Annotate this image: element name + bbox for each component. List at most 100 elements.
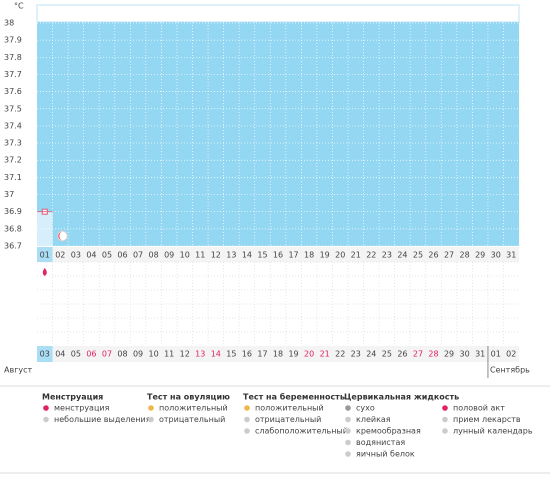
y-tick-label: 37.8 [4,53,22,62]
date-label: 23 [382,251,392,260]
date-label: 13 [226,251,236,260]
legend-icon [345,439,351,446]
legend-item: кремообразная [356,427,421,436]
cycle-date: 07 [102,350,112,359]
y-tick-label: 37.1 [4,173,22,182]
today-box [37,346,53,362]
y-tick-label: 37.4 [4,121,22,130]
y-tick-label: 37.9 [4,36,22,45]
cycle-date: 01 [491,350,501,359]
cycle-date: 10 [149,350,159,359]
date-label: 31 [506,251,516,260]
y-tick-label: 36.8 [4,224,22,233]
cycle-date: 13 [195,350,205,359]
date-label: 09 [164,251,174,260]
date-label: 19 [320,251,330,260]
cycle-date: 14 [211,350,221,359]
date-label: 07 [133,251,143,260]
legend-icon [442,428,448,434]
y-tick-label: 37.7 [4,70,22,79]
legend-icon [244,405,250,411]
cycle-date: 04 [55,350,65,359]
date-label: 08 [149,251,159,260]
legend-icon [148,416,154,423]
legend-title: Менструация [42,393,103,402]
legend-item: клейкая [356,415,391,424]
legend-icon [244,416,250,423]
cycle-date: 30 [460,350,470,359]
date-label: 25 [413,251,423,260]
legend-item: лунный календарь [453,427,533,436]
date-label: 22 [366,251,376,260]
legend-title: Тест на беременность [243,392,345,402]
cycle-date: 09 [133,350,143,359]
date-label: 28 [460,251,470,260]
cycle-date: 23 [351,350,361,359]
top-band [36,4,520,23]
date-label: 21 [351,251,361,260]
cycle-date: 26 [397,350,407,359]
date-label: 11 [195,251,205,260]
y-tick-label: 37.2 [4,156,22,165]
cycle-date: 27 [413,350,423,359]
cycle-date: 22 [335,350,345,359]
legend-icon [244,428,250,434]
date-label: 01 [40,251,50,260]
cycle-date: 12 [180,350,190,359]
y-tick-label: 38 [4,19,14,28]
legend-item: половой акт [453,404,505,413]
legend-icon [442,405,448,411]
cycle-date: 16 [242,350,252,359]
date-row [37,247,519,262]
cycle-date: 15 [226,350,236,359]
legend-item: положительный [159,404,228,413]
cycle-date: 03 [40,350,50,359]
legend-title: Цервикальная жидкость [344,393,459,402]
date-label: 26 [428,251,438,260]
today-box [37,247,53,262]
legend-icon [43,405,49,411]
y-tick-label: 37.5 [4,104,22,113]
legend-item: яичный белок [356,450,415,459]
y-tick-label: 37.3 [4,139,22,148]
month-label: Август [4,366,33,375]
cycle-date: 02 [506,350,516,359]
date-label: 03 [71,251,81,260]
legend-icon [345,405,351,411]
legend-item: водянистая [356,438,405,447]
month-label: Сентябрь [490,366,530,375]
legend-icon [442,416,448,423]
cycle-date: 08 [117,350,127,359]
date-label: 29 [475,251,485,260]
cycle-date: 20 [304,350,314,359]
y-tick-label: 37.6 [4,87,22,96]
cycle-date: 05 [71,350,81,359]
menstruation-icon [42,268,47,276]
legend-item: прием лекарств [453,415,521,424]
legend-item: небольшие выделения [54,415,151,424]
cycle-date: 25 [382,350,392,359]
point-column [37,211,53,246]
cycle-date: 06 [86,350,96,359]
cycle-date: 24 [366,350,376,359]
date-label: 18 [304,251,314,260]
date-label: 05 [102,251,112,260]
legend-icon [148,405,154,411]
cycle-date: 31 [475,350,485,359]
date-label: 20 [335,251,345,260]
cycle-date: 29 [444,350,454,359]
moon-icon [58,232,63,240]
legend-item: сухо [356,404,375,413]
y-tick-label: 37 [4,190,14,199]
date-label: 15 [257,251,267,260]
date-label: 16 [273,251,283,260]
legend-icon [345,451,351,457]
plot-area [37,22,520,246]
legend-item: менструация [54,404,110,413]
date-label: 24 [397,251,407,260]
date-label: 02 [55,251,65,260]
legend-icon [43,416,49,423]
cycle-date: 11 [164,350,174,359]
cycle-row [37,346,519,362]
